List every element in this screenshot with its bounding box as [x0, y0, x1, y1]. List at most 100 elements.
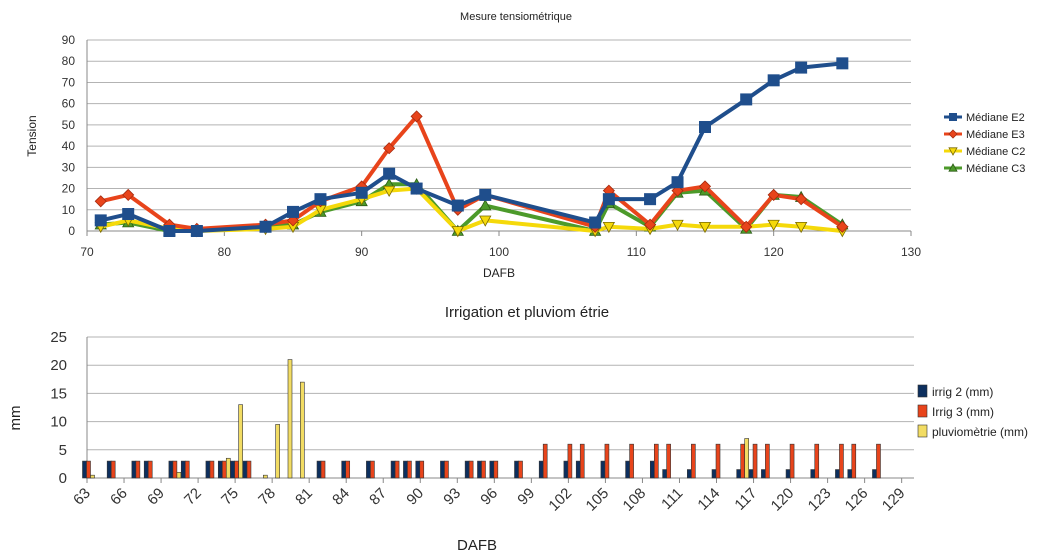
legend-swatch	[917, 424, 928, 438]
data-point	[767, 74, 780, 87]
data-point	[671, 219, 684, 231]
y-tick-label: 60	[62, 97, 76, 111]
bar	[666, 443, 671, 479]
bar	[263, 474, 268, 479]
bar	[415, 460, 421, 479]
x-tick-label: 123	[805, 485, 835, 515]
data-point	[795, 61, 808, 74]
bar	[542, 443, 548, 479]
x-tick-label: 87	[366, 485, 390, 509]
x-tick-label: 102	[545, 485, 575, 515]
x-tick-label: 81	[292, 485, 316, 509]
legend-swatch	[917, 384, 928, 398]
x-tick-label: 70	[80, 245, 94, 259]
irrigation-chart-x-ticks: 63 66 69 72 75 78 81 84 87 90 93 96 99 102 105 108 111 11…	[70, 478, 908, 515]
x-tick-label: 100	[489, 245, 509, 259]
bar	[341, 460, 347, 479]
data-point	[589, 216, 602, 229]
data-point	[383, 142, 396, 155]
data-point	[698, 221, 712, 234]
data-point	[122, 188, 135, 201]
irrigation-chart-y-ticks: 0 5 10 15 20 25	[50, 329, 67, 487]
bar	[538, 460, 544, 479]
legend-label: Médiane E2	[966, 112, 1025, 124]
bar	[230, 460, 235, 479]
x-tick-label: 114	[694, 485, 723, 514]
y-tick-label: 30	[62, 160, 76, 174]
bar	[489, 460, 495, 479]
x-tick-label: 110	[627, 245, 646, 259]
y-tick-label: 0	[59, 470, 67, 487]
legend-swatch-marker	[949, 113, 957, 121]
data-point	[699, 121, 711, 134]
bar	[872, 469, 877, 479]
x-tick-label: 111	[658, 485, 686, 513]
bar	[839, 443, 844, 479]
data-point	[836, 57, 849, 70]
legend-swatch-marker	[948, 129, 958, 139]
tension-chart-legend: Médiane E2 Médiane E3 Médiane C2 Médiane C3	[944, 112, 1025, 175]
data-point	[410, 110, 423, 123]
x-tick-label: 90	[355, 245, 369, 259]
bar	[110, 460, 116, 479]
data-point	[644, 193, 657, 206]
data-point	[740, 93, 753, 106]
legend-swatch-marker	[948, 163, 958, 172]
data-point	[94, 214, 107, 227]
bar	[625, 460, 630, 479]
legend-swatch	[917, 404, 928, 418]
legend-entry: Irrig 3 (mm)	[917, 404, 994, 419]
data-point	[94, 195, 107, 208]
bar	[370, 460, 375, 479]
bar	[366, 460, 371, 479]
irrigation-chart-y-axis-label: mm	[7, 406, 24, 431]
bar	[653, 443, 659, 479]
data-point	[190, 225, 203, 237]
tension-chart-y-axis-label: Tension	[25, 115, 39, 156]
x-tick-label: 120	[764, 245, 784, 259]
bar	[419, 460, 425, 479]
x-tick-label: 93	[440, 485, 464, 509]
bar	[662, 469, 667, 479]
y-tick-label: 0	[68, 224, 75, 238]
bar	[740, 443, 745, 479]
data-point	[836, 220, 849, 233]
data-point	[163, 225, 176, 237]
data-point	[410, 182, 423, 195]
y-tick-label: 80	[62, 54, 76, 68]
bar	[847, 469, 853, 479]
x-tick-label: 78	[255, 485, 279, 509]
legend-entry: irrig 2 (mm)	[917, 384, 993, 399]
bar	[390, 460, 396, 479]
x-tick-label: 69	[144, 485, 168, 509]
x-tick-label: 72	[181, 485, 205, 509]
x-tick-label: 108	[620, 485, 650, 515]
bar	[629, 443, 634, 479]
bar	[135, 460, 141, 479]
series-pluviom-trie-mm-	[90, 359, 749, 479]
data-point	[767, 219, 780, 231]
data-point	[355, 186, 368, 199]
data-point	[451, 199, 464, 212]
x-tick-label: 96	[477, 485, 501, 509]
x-tick-label: 66	[107, 485, 131, 509]
irrigation-chart: Irrigation et pluviom étrie 0 5 10 15 20 25 6…	[7, 304, 1028, 554]
series-m-diane-e2	[94, 57, 849, 237]
data-point	[795, 193, 808, 206]
tension-chart-x-ticks: 70 80 90 100 110 120 130	[80, 231, 921, 259]
bar	[131, 460, 137, 479]
y-tick-label: 5	[59, 442, 67, 459]
tension-chart-title: Mesure tensiométrique	[460, 11, 572, 23]
bar	[205, 460, 211, 479]
bar	[184, 460, 190, 479]
bar	[761, 469, 766, 479]
bar	[168, 460, 174, 479]
bar	[814, 443, 820, 479]
data-point	[451, 226, 464, 238]
bar	[407, 460, 412, 479]
x-tick-label: 99	[514, 485, 538, 509]
data-point	[287, 205, 299, 218]
x-tick-label: 105	[583, 485, 613, 515]
bar	[567, 443, 573, 479]
legend-entry: Médiane C3	[944, 163, 1025, 175]
